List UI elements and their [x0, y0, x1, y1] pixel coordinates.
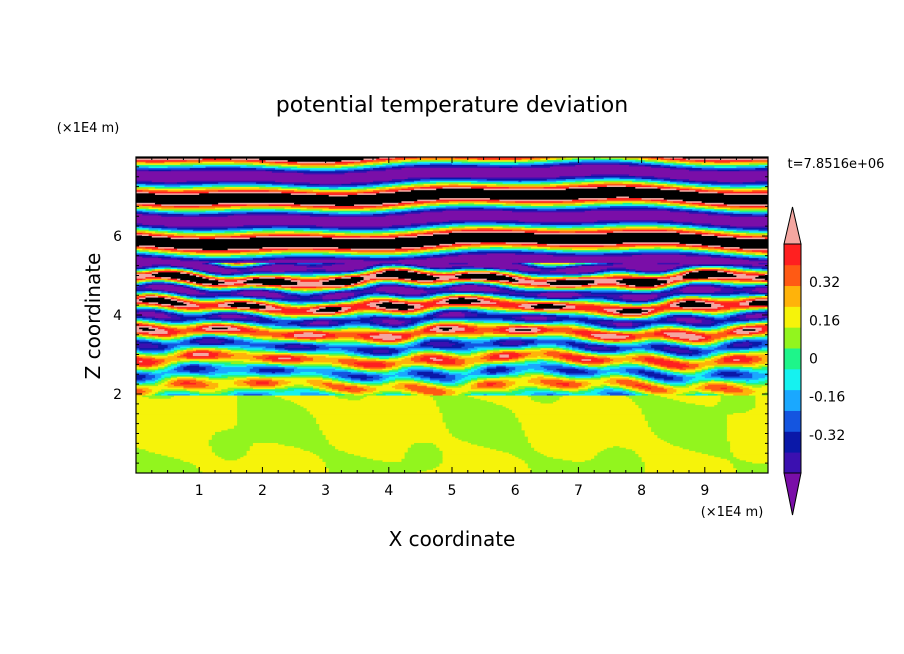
x-tick-label: 5 — [448, 483, 457, 499]
contour-field — [136, 157, 768, 473]
x-tick-label: 6 — [511, 483, 520, 499]
colorbar-segment — [784, 327, 801, 349]
colorbar-segment — [784, 306, 801, 328]
colorbar-tick-label: 0.32 — [809, 275, 840, 291]
colorbar-segment — [784, 410, 801, 432]
x-tick-label: 2 — [258, 483, 267, 499]
colorbar-segment — [784, 244, 801, 266]
y-tick-label: 4 — [113, 308, 122, 324]
colorbar-segment — [784, 368, 801, 391]
colorbar-extend-max — [783, 206, 802, 245]
colorbar-segment — [784, 389, 801, 411]
colorbar-segment — [784, 348, 801, 370]
x-tick-label: 8 — [637, 483, 646, 499]
x-tick-label: 9 — [700, 483, 709, 499]
x-axis: 1 2 3 4 5 6 7 8 9 — [151, 157, 753, 499]
y-axis-unit: (×1E4 m) — [57, 121, 120, 136]
chart-title: potential temperature deviation — [276, 93, 628, 118]
colorbar-segment — [784, 452, 801, 474]
colorbar-tick-label: 0.16 — [809, 313, 840, 329]
y-tick-label: 6 — [113, 229, 122, 245]
colorbar-segment — [784, 285, 801, 307]
y-axis: 2 4 6 — [113, 166, 768, 464]
colorbar-extend-min — [783, 472, 802, 516]
y-axis-label: Z coordinate — [81, 253, 105, 380]
x-tick-label: 3 — [321, 483, 330, 499]
y-tick-label: 2 — [113, 387, 122, 403]
x-tick-label: 1 — [195, 483, 204, 499]
colorbar-tick-label: 0 — [809, 352, 818, 368]
colorbar-segment — [784, 431, 801, 453]
x-tick-label: 4 — [384, 483, 393, 499]
colorbar-frame — [783, 243, 802, 474]
time-label: t=7.8516e+06 — [788, 157, 885, 172]
colorbar: 0.32 0.16 0 -0.16 -0.32 — [783, 206, 845, 516]
colorbar-tick-label: -0.32 — [809, 428, 845, 444]
x-axis-unit: (×1E4 m) — [701, 505, 764, 520]
colorbar-segment — [784, 264, 801, 287]
colorbar-tick-label: -0.16 — [809, 390, 845, 406]
x-axis-label: X coordinate — [389, 527, 516, 551]
x-tick-label: 7 — [574, 483, 583, 499]
